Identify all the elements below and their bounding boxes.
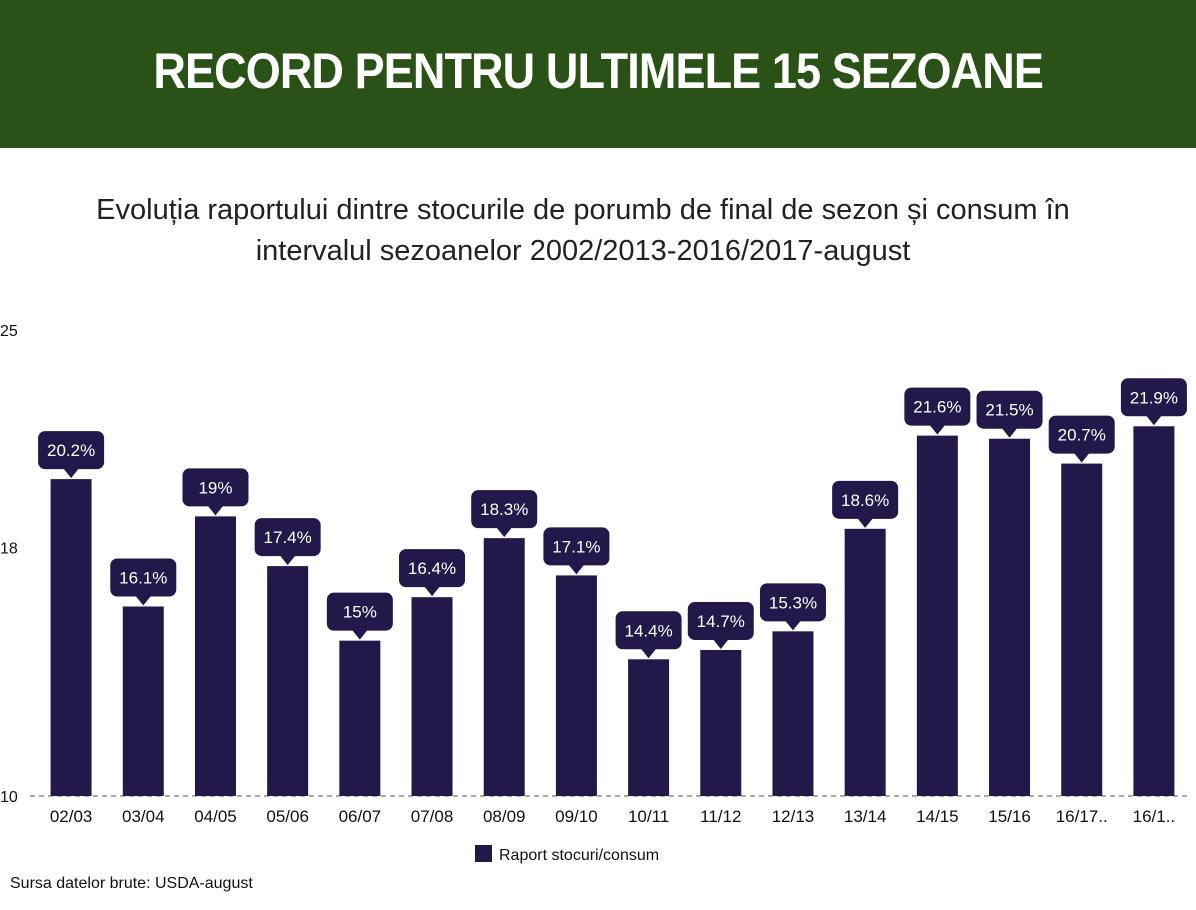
- data-label: 18.3%: [480, 500, 528, 519]
- data-label-pointer: [496, 527, 513, 538]
- x-tick-label: 11/12: [700, 807, 741, 826]
- y-tick-label: 18: [0, 540, 18, 557]
- bar: [122, 606, 164, 796]
- chart-subtitle: Evoluția raportului dintre stocurile de …: [96, 194, 1070, 267]
- legend-swatch: [475, 845, 492, 862]
- data-label: 19%: [198, 478, 232, 497]
- bar: [411, 597, 453, 796]
- data-label: 18.6%: [841, 491, 889, 510]
- bar: [772, 631, 814, 796]
- data-label-pointer: [63, 468, 80, 479]
- bar: [339, 640, 381, 796]
- data-label: 14.7%: [697, 612, 745, 631]
- x-tick-label: 13/14: [844, 807, 887, 826]
- data-label-callout: [543, 527, 610, 566]
- banner-title: RECORD PENTRU ULTIMELE 15 SEZOANE: [153, 43, 1043, 99]
- data-label-pointer: [640, 648, 657, 659]
- data-label-callout: [399, 549, 466, 588]
- y-tick-label: 10: [0, 789, 18, 806]
- x-tick-label: 12/13: [772, 807, 815, 826]
- data-label-pointer: [279, 555, 296, 566]
- x-tick-label: 14/15: [916, 807, 959, 826]
- data-label-pointer: [207, 505, 224, 516]
- x-tick-label: 03/04: [122, 807, 165, 826]
- data-label-callout: [904, 387, 971, 426]
- data-label-callout: [1048, 415, 1115, 454]
- bar: [916, 435, 958, 796]
- data-label-pointer: [1073, 452, 1090, 463]
- bar: [989, 438, 1031, 796]
- header-banner: RECORD PENTRU ULTIMELE 15 SEZOANE: [0, 0, 1196, 148]
- bar: [1133, 426, 1175, 796]
- data-label-callout: [615, 611, 682, 650]
- x-tick-label: 07/08: [411, 807, 454, 826]
- x-tick-label: 06/07: [339, 807, 382, 826]
- data-label: 21.6%: [913, 398, 961, 417]
- x-tick-label: 09/10: [555, 807, 598, 826]
- data-label: 15%: [343, 603, 377, 622]
- data-label: 21.5%: [985, 401, 1033, 420]
- source-note: Sursa datelor brute: USDA-august: [10, 875, 253, 892]
- data-label: 17.1%: [552, 537, 600, 556]
- data-label: 21.9%: [1130, 388, 1178, 407]
- data-label-pointer: [1145, 415, 1162, 426]
- data-label-callout: [471, 490, 538, 529]
- data-label-pointer: [857, 517, 874, 528]
- data-label-callout: [687, 601, 754, 640]
- data-label-callout: [759, 583, 826, 622]
- x-tick-label: 10/11: [628, 807, 669, 826]
- data-label-callout: [832, 480, 899, 519]
- bar: [483, 538, 525, 796]
- x-tick-label: 05/06: [266, 807, 309, 826]
- data-label-pointer: [784, 620, 801, 631]
- data-label-pointer: [929, 424, 946, 435]
- x-tick-label: 16/17..: [1056, 807, 1108, 826]
- x-tick-label: 08/09: [483, 807, 526, 826]
- bar: [50, 479, 92, 796]
- x-tick-label: 04/05: [194, 807, 237, 826]
- legend-entry: Raport stocuri/consum: [499, 847, 659, 864]
- bar: [555, 575, 597, 796]
- data-label: 20.2%: [47, 441, 95, 460]
- bar: [194, 516, 236, 796]
- data-label-callout: [976, 390, 1043, 429]
- bar: [700, 649, 742, 796]
- bar: [628, 659, 670, 796]
- bar: [267, 566, 309, 796]
- data-label-pointer: [424, 586, 441, 597]
- data-label-callout: [326, 592, 393, 631]
- data-label-pointer: [712, 638, 729, 649]
- data-label-pointer: [1001, 427, 1018, 438]
- data-label: 15.3%: [769, 593, 817, 612]
- data-label: 20.7%: [1058, 426, 1106, 445]
- data-label: 16.1%: [119, 568, 167, 587]
- data-label: 14.4%: [624, 621, 672, 640]
- data-label: 16.4%: [408, 559, 456, 578]
- data-label-pointer: [568, 564, 585, 575]
- data-label: 17.4%: [264, 528, 312, 547]
- data-label-pointer: [351, 629, 368, 640]
- data-label-callout: [182, 468, 249, 507]
- data-label-callout: [1120, 378, 1187, 417]
- bar: [844, 528, 886, 796]
- data-label-callout: [110, 558, 177, 597]
- x-tick-label: 02/03: [50, 807, 93, 826]
- x-tick-label: 15/16: [988, 807, 1031, 826]
- x-tick-label: 16/1..: [1133, 807, 1176, 826]
- data-label-callout: [38, 431, 105, 470]
- data-label-pointer: [135, 595, 152, 606]
- bar: [1061, 463, 1103, 796]
- data-label-callout: [254, 518, 321, 557]
- y-tick-label: 25: [0, 323, 18, 340]
